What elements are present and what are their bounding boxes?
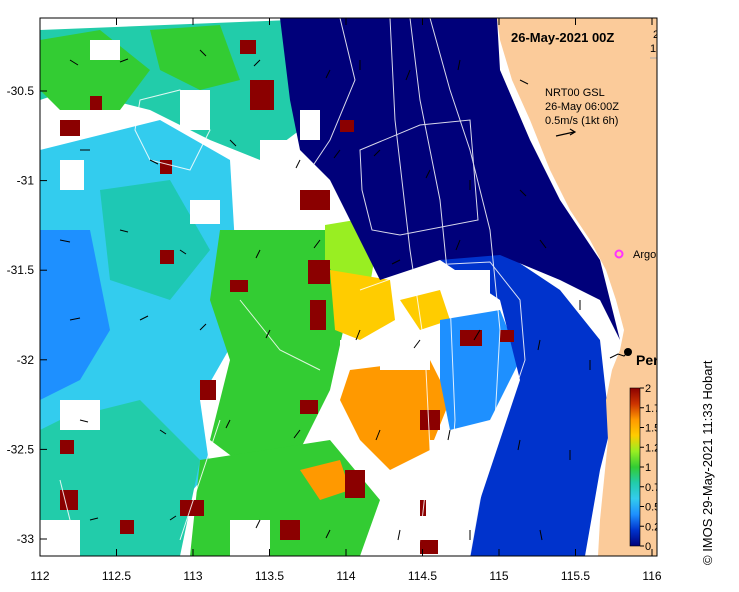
green-patch-north — [150, 25, 240, 90]
colorbar: 2 1.75 1.5 1.25 1 0.75 0.5 0.25 0 Age (days) of … — [629, 383, 683, 562]
perth-swan-river — [609, 351, 629, 359]
y-tick-label: -31.5 — [7, 263, 35, 277]
orange-patch — [300, 460, 350, 500]
current-legend-time: 26-May 06:00Z — [545, 101, 619, 113]
green-region-west — [40, 30, 150, 110]
y-tick-label: -30.5 — [7, 84, 35, 98]
colorbar-tick-label: 1.25 — [645, 442, 666, 454]
blue-band-coastal — [440, 250, 610, 556]
colorbar-tick-label: 1 — [645, 462, 651, 474]
current-legend-source: NRT00 GSL — [545, 87, 605, 99]
cyan-region-south — [40, 400, 200, 556]
current-legend-arrow-icon — [555, 128, 577, 137]
x-tick-label: 115 — [489, 569, 508, 583]
perth-label: Perth — [636, 352, 672, 368]
teal-patch — [100, 180, 210, 300]
x-tick-label: 112.5 — [102, 569, 131, 583]
yellow-region — [330, 270, 395, 340]
dark-red-pixels — [60, 40, 514, 554]
contour-legend-200m: 200m — [653, 29, 681, 41]
y-tick-label: -31 — [17, 174, 35, 188]
orange-region — [340, 360, 450, 470]
contour-legend-1000m: 1000m — [650, 43, 684, 55]
yellow-patch — [400, 290, 450, 330]
y-tick-label: -33 — [17, 532, 35, 546]
colorbar-tick-label: 0.75 — [645, 482, 666, 494]
current-legend-scale: 0.5m/s (1kt 6h) — [545, 115, 618, 127]
blue-region-west — [40, 230, 110, 400]
x-tick-label: 115.5 — [561, 569, 590, 583]
bathymetry-contours — [59, 18, 526, 556]
x-axis: 112 112.5 113 113.5 114 114.5 115 115.5 116 — [30, 18, 662, 583]
x-tick-label: 114 — [336, 569, 355, 583]
deep-blue-offshore — [280, 18, 620, 340]
y-tick-label: -32.5 — [7, 442, 35, 456]
argo-marker-icon — [614, 249, 624, 259]
map-title: 26-May-2021 00Z — [511, 30, 614, 45]
colorbar-tick-label: 1.75 — [645, 403, 666, 415]
colorbar-tick-label: 0.25 — [645, 521, 666, 533]
x-tick-label: 113 — [183, 569, 202, 583]
colorbar-tick-label: 0.5 — [645, 502, 660, 514]
colorbar-label: Age (days) of filled SST (wrt latest) — [671, 392, 683, 562]
x-tick-label: 113.5 — [255, 569, 284, 583]
colorbar-ticks: 2 1.75 1.5 1.25 1 0.75 0.5 0.25 0 — [640, 383, 666, 553]
colorbar-gradient — [629, 387, 641, 547]
colorbar-tick-label: 2 — [645, 383, 651, 395]
x-tick-label: 114.5 — [408, 569, 437, 583]
map-panel: 26-May-2021 00Z 200m 1000m NRT00 GSL 26-… — [40, 18, 684, 562]
x-tick-label: 112 — [30, 569, 49, 583]
map-frame — [39, 17, 658, 557]
argo-label: Argo — [633, 249, 656, 261]
colorbar-tick-label: 0 — [645, 541, 651, 553]
land-area — [497, 18, 657, 556]
white-gap-pixels — [40, 40, 490, 556]
current-vectors — [59, 49, 591, 541]
x-tick-label: 116 — [642, 569, 661, 583]
credit-text: © IMOS 29-May-2021 11:33 Hobart — [700, 360, 715, 565]
y-axis: -30.5 -31 -31.5 -32 -32.5 -33 — [7, 84, 47, 546]
y-tick-label: -32 — [17, 353, 35, 367]
colorbar-tick-label: 1.5 — [645, 423, 660, 435]
